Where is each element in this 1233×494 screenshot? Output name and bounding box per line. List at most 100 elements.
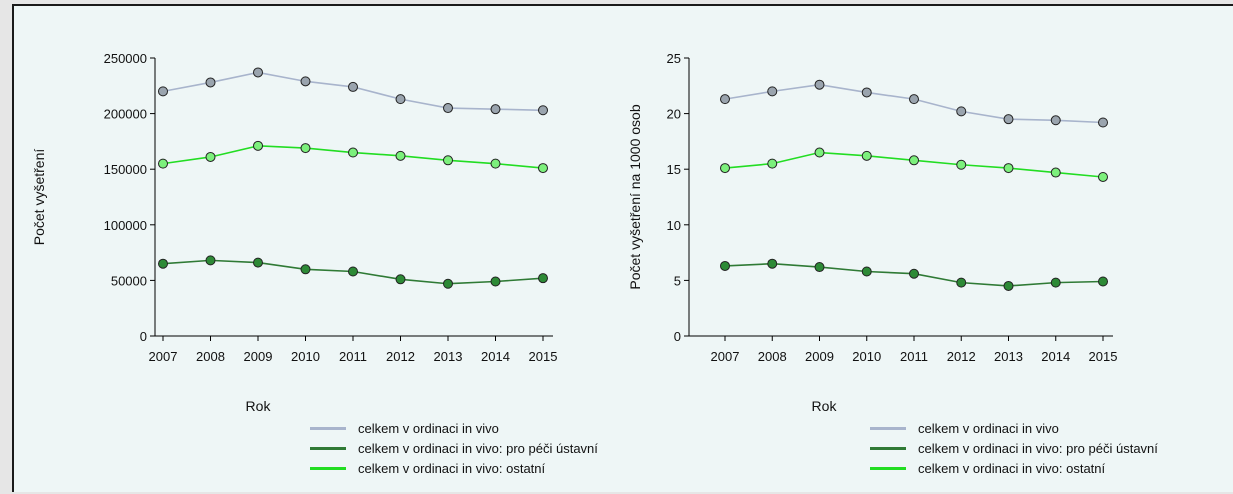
data-point xyxy=(348,147,358,158)
figure-frame: 0 50000 100000 150000 200000 250000 2007 2008 20… xyxy=(12,4,1233,492)
y-tick-label: 5 xyxy=(674,273,681,288)
x-tick-label: 2014 xyxy=(481,349,510,364)
y-tick-label: 25 xyxy=(667,51,681,66)
data-point xyxy=(1003,280,1014,291)
data-point xyxy=(300,143,311,154)
data-point xyxy=(158,258,168,269)
x-tick-label: 2011 xyxy=(900,349,928,364)
data-point xyxy=(1050,115,1061,126)
data-point xyxy=(909,94,919,105)
legend-item: celkem v ordinaci in vivo: pro péči ústa… xyxy=(310,438,598,458)
data-point xyxy=(443,103,453,114)
data-point xyxy=(956,106,967,117)
x-tick-label: 2009 xyxy=(244,349,273,364)
legend-left: celkem v ordinaci in vivo celkem v ordin… xyxy=(310,418,598,478)
data-point xyxy=(538,163,548,174)
data-point xyxy=(253,140,263,151)
y-axis-label: Počet vyšetření na 1000 osob xyxy=(627,104,643,289)
legend-swatch xyxy=(310,446,346,450)
chart-1: 0 5 10 15 20 25 2007 2008 2009 2010 2011 2012 2013 20… xyxy=(627,51,1117,414)
data-point xyxy=(490,158,501,169)
x-tick-label: 2013 xyxy=(994,349,1023,364)
data-point xyxy=(909,155,919,166)
data-point xyxy=(1050,277,1061,288)
data-point xyxy=(814,147,825,158)
data-point xyxy=(956,277,967,288)
legend-item: celkem v ordinaci in vivo xyxy=(310,418,598,438)
data-point xyxy=(253,67,263,78)
y-tick-label: 10 xyxy=(667,218,681,233)
data-point xyxy=(253,257,263,268)
chart-0: 0 50000 100000 150000 200000 250000 2007 2008 20… xyxy=(31,51,557,414)
data-point xyxy=(300,76,311,87)
data-point xyxy=(814,79,825,90)
legend-swatch xyxy=(310,426,346,430)
data-point xyxy=(538,273,548,284)
data-point xyxy=(158,86,168,97)
legend-swatch xyxy=(870,426,906,430)
y-tick-label: 100000 xyxy=(104,218,147,233)
legend-label: celkem v ordinaci in vivo xyxy=(358,420,499,436)
x-tick-label: 2012 xyxy=(947,349,976,364)
data-point xyxy=(443,278,453,289)
data-point xyxy=(348,81,358,92)
x-tick-label: 2008 xyxy=(758,349,787,364)
legend-item: celkem v ordinaci in vivo: ostatní xyxy=(870,458,1158,478)
x-tick-label: 2015 xyxy=(1089,349,1118,364)
x-tick-label: 2014 xyxy=(1041,349,1070,364)
data-point xyxy=(720,163,730,174)
legend-item: celkem v ordinaci in vivo: ostatní xyxy=(310,458,598,478)
data-point xyxy=(205,77,216,88)
x-tick-label: 2010 xyxy=(852,349,881,364)
legend-label: celkem v ordinaci in vivo: ostatní xyxy=(358,460,546,476)
legend-swatch xyxy=(870,466,906,470)
data-point xyxy=(158,158,168,169)
data-point xyxy=(490,104,501,115)
x-tick-label: 2010 xyxy=(291,349,320,364)
data-point xyxy=(956,159,967,170)
data-point xyxy=(861,87,872,98)
x-tick-label: 2009 xyxy=(805,349,834,364)
legend-swatch xyxy=(310,466,346,470)
x-axis-label: Rok xyxy=(246,398,272,414)
data-point xyxy=(814,262,825,273)
data-point xyxy=(1003,114,1014,125)
data-point xyxy=(909,268,919,279)
data-point xyxy=(443,155,453,166)
legend-label: celkem v ordinaci in vivo: pro péči ústa… xyxy=(918,440,1158,456)
y-tick-label: 0 xyxy=(674,329,681,344)
y-tick-label: 200000 xyxy=(104,107,147,122)
x-tick-label: 2011 xyxy=(339,349,367,364)
legend-right: celkem v ordinaci in vivo celkem v ordin… xyxy=(870,418,1158,478)
x-tick-label: 2007 xyxy=(149,349,178,364)
data-point xyxy=(300,264,311,275)
y-tick-label: 150000 xyxy=(104,162,147,177)
data-point xyxy=(1003,163,1014,174)
legend-item: celkem v ordinaci in vivo: pro péči ústa… xyxy=(870,438,1158,458)
x-tick-label: 2012 xyxy=(386,349,415,364)
legend-label: celkem v ordinaci in vivo: ostatní xyxy=(918,460,1106,476)
y-tick-label: 50000 xyxy=(111,273,147,288)
x-tick-label: 2015 xyxy=(529,349,558,364)
y-tick-label: 20 xyxy=(667,107,681,122)
x-tick-label: 2007 xyxy=(711,349,740,364)
x-tick-label: 2013 xyxy=(434,349,463,364)
data-point xyxy=(1098,276,1108,287)
data-point xyxy=(1050,167,1061,178)
data-point xyxy=(767,158,778,169)
data-point xyxy=(1098,171,1108,182)
data-point xyxy=(348,266,358,277)
data-point xyxy=(395,94,406,105)
y-tick-label: 250000 xyxy=(104,51,147,66)
y-tick-label: 0 xyxy=(140,329,147,344)
data-point xyxy=(767,86,778,97)
data-point xyxy=(720,260,730,271)
y-axis-label: Počet vyšetření xyxy=(31,149,47,246)
legend-label: celkem v ordinaci in vivo: pro péči ústa… xyxy=(358,440,598,456)
charts-canvas: 0 50000 100000 150000 200000 250000 2007 2008 20… xyxy=(31,51,1117,414)
data-point xyxy=(395,274,406,285)
data-point xyxy=(861,266,872,277)
data-point xyxy=(395,150,406,161)
legend-label: celkem v ordinaci in vivo xyxy=(918,420,1059,436)
data-point xyxy=(720,94,730,105)
